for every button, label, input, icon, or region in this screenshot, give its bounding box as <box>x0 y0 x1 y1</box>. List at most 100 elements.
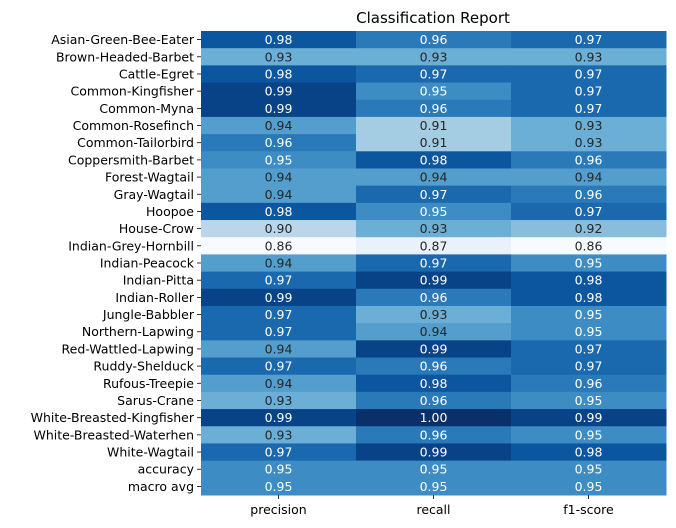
heatmap-cell <box>511 477 667 496</box>
heatmap-cell <box>201 443 357 462</box>
heatmap-cell <box>201 357 357 376</box>
heatmap-cell <box>201 254 357 273</box>
row-label: accuracy <box>138 462 195 477</box>
heatmap-cell <box>511 134 667 152</box>
column-label: precision <box>250 502 306 517</box>
cell-value-label: 0.94 <box>575 170 603 185</box>
heatmap-cell <box>356 237 512 255</box>
heatmap-cell <box>201 185 357 204</box>
heatmap-cell <box>356 460 512 479</box>
row-label: Indian-Roller <box>115 290 195 305</box>
row-label: Indian-Peacock <box>100 256 195 271</box>
row-label: Common-Tailorbird <box>77 135 194 150</box>
cell-value-label: 0.95 <box>575 427 603 442</box>
row-label: White-Breasted-Waterhen <box>33 427 194 442</box>
heatmap-cell <box>201 391 357 410</box>
row-label: Red-Wattled-Lapwing <box>62 341 195 356</box>
heatmap-cell <box>356 168 512 187</box>
heatmap-cell <box>356 254 512 273</box>
heatmap-cell <box>201 323 357 341</box>
cell-value-label: 0.95 <box>575 393 603 408</box>
heatmap-cell <box>511 116 667 135</box>
heatmap-cell <box>511 357 667 376</box>
cell-value-label: 0.94 <box>265 187 293 202</box>
cell-value-label: 0.98 <box>420 376 448 391</box>
cell-value-label: 0.98 <box>420 152 448 167</box>
heatmap-cell <box>511 340 667 359</box>
cell-value-label: 0.98 <box>265 32 293 47</box>
heatmap-cell <box>201 31 357 49</box>
heatmap-cell <box>356 48 512 66</box>
cell-value-label: 0.95 <box>420 84 448 99</box>
heatmap-cell <box>201 305 357 324</box>
heatmap-cell <box>511 99 667 118</box>
cell-value-label: 0.93 <box>265 393 293 408</box>
cell-value-label: 0.96 <box>575 376 603 391</box>
cell-value-label: 0.96 <box>575 152 603 167</box>
heatmap-cell <box>201 151 357 169</box>
row-label: Common-Rosefinch <box>73 118 194 133</box>
heatmap-cell <box>356 340 512 359</box>
row-label: Forest-Wagtail <box>105 170 194 185</box>
heatmap-cell <box>201 271 357 290</box>
heatmap-cell <box>511 237 667 255</box>
cell-value-label: 0.97 <box>265 359 293 374</box>
heatmap-cell <box>201 340 357 359</box>
row-label: Northern-Lapwing <box>82 324 194 339</box>
row-label: Asian-Green-Bee-Eater <box>51 32 195 47</box>
cell-value-label: 0.95 <box>420 479 448 494</box>
heatmap-cell <box>356 477 512 496</box>
row-label: Gray-Wagtail <box>114 187 194 202</box>
heatmap-cell <box>201 99 357 118</box>
heatmap-cell <box>201 168 357 187</box>
cell-value-label: 0.98 <box>575 273 603 288</box>
heatmap-cell <box>511 460 667 479</box>
cell-value-label: 0.97 <box>265 273 293 288</box>
heatmap-cell <box>201 237 357 255</box>
cell-value-label: 0.93 <box>265 427 293 442</box>
heatmap-cell <box>356 202 512 221</box>
heatmap-cell <box>511 254 667 273</box>
row-label: Brown-Headed-Barbet <box>56 49 194 64</box>
cell-value-label: 0.96 <box>575 187 603 202</box>
cell-value-label: 0.93 <box>420 221 448 236</box>
cell-value-label: 0.99 <box>420 273 448 288</box>
heatmap-cell <box>356 185 512 204</box>
cell-value-label: 0.98 <box>265 66 293 81</box>
heatmap-cell <box>511 65 667 84</box>
cell-value-label: 0.91 <box>420 135 448 150</box>
cell-value-label: 0.97 <box>575 66 603 81</box>
heatmap-cell <box>511 305 667 324</box>
row-label: Common-Myna <box>99 101 194 116</box>
heatmap-cell <box>511 202 667 221</box>
cell-value-label: 0.94 <box>265 118 293 133</box>
heatmap-cell <box>201 460 357 479</box>
cell-value-label: 0.91 <box>420 118 448 133</box>
cell-value-label: 0.99 <box>265 84 293 99</box>
heatmap-cell <box>356 374 512 393</box>
heatmap-cell <box>511 151 667 169</box>
row-label: Indian-Pitta <box>123 273 194 288</box>
row-label: House-Crow <box>119 221 194 236</box>
cell-value-label: 0.94 <box>265 170 293 185</box>
column-label: f1-score <box>563 502 614 517</box>
cell-value-label: 0.96 <box>265 135 293 150</box>
cell-value-label: 0.97 <box>575 341 603 356</box>
cell-value-label: 0.96 <box>420 101 448 116</box>
cell-value-label: 0.97 <box>575 32 603 47</box>
row-label: White-Breasted-Kingfisher <box>31 410 195 425</box>
heatmap-cell <box>356 426 512 444</box>
column-labels: precision recall f1-score <box>250 495 614 517</box>
row-label: White-Wagtail <box>107 445 194 460</box>
cell-value-label: 0.94 <box>265 256 293 271</box>
heatmap-cell <box>201 48 357 66</box>
cell-value-label: 0.98 <box>575 445 603 460</box>
cell-value-label: 0.97 <box>575 101 603 116</box>
heatmap-cell <box>356 443 512 462</box>
cell-value-label: 0.96 <box>420 290 448 305</box>
column-label: recall <box>416 502 450 517</box>
heatmap-cell <box>356 220 512 238</box>
row-label: Coppersmith-Barbet <box>68 152 194 167</box>
row-label: macro avg <box>128 479 194 494</box>
cell-value-label: 0.99 <box>265 410 293 425</box>
